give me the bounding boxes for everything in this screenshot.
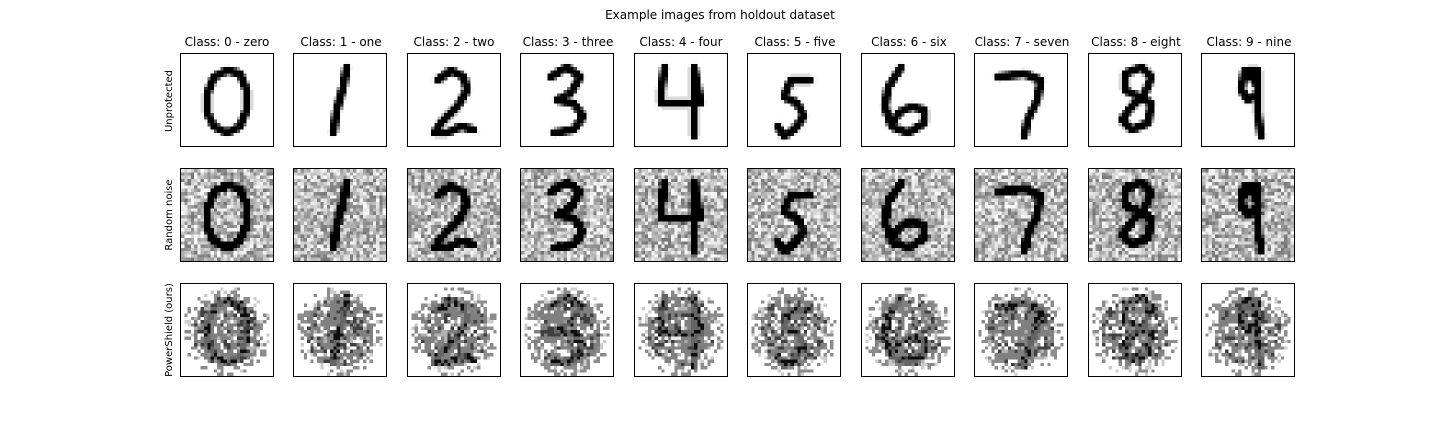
digit-image [1089, 54, 1181, 146]
column-title-1: Class: 1 - one [300, 35, 382, 49]
digit-image [1089, 284, 1181, 376]
digit-image [181, 284, 273, 376]
digit-image [635, 54, 727, 146]
image-unprotected-5 [747, 53, 841, 147]
image-powershield-2 [407, 283, 501, 377]
digit-image [521, 284, 613, 376]
image-powershield-5 [747, 283, 841, 377]
digit-image [1202, 54, 1294, 146]
column-title-4: Class: 4 - four [639, 35, 723, 49]
column-title-5: Class: 5 - five [754, 35, 836, 49]
digit-image [408, 284, 500, 376]
image-powershield-9 [1201, 283, 1295, 377]
digit-image [1089, 169, 1181, 261]
image-powershield-1 [293, 283, 387, 377]
digit-image [521, 169, 613, 261]
digit-image [862, 284, 954, 376]
image-unprotected-8 [1088, 53, 1182, 147]
digit-image [294, 169, 386, 261]
image-random-noise-8 [1088, 168, 1182, 262]
column-title-8: Class: 8 - eight [1091, 35, 1181, 49]
digit-image [1202, 284, 1294, 376]
image-unprotected-6 [861, 53, 955, 147]
column-title-6: Class: 6 - six [871, 35, 947, 49]
digit-image [181, 54, 273, 146]
digit-image [294, 284, 386, 376]
image-powershield-8 [1088, 283, 1182, 377]
image-random-noise-1 [293, 168, 387, 262]
image-powershield-3 [520, 283, 614, 377]
image-powershield-0 [180, 283, 274, 377]
image-unprotected-2 [407, 53, 501, 147]
image-unprotected-0 [180, 53, 274, 147]
image-unprotected-3 [520, 53, 614, 147]
digit-image [975, 169, 1067, 261]
image-unprotected-7 [974, 53, 1068, 147]
column-title-7: Class: 7 - seven [974, 35, 1070, 49]
column-title-2: Class: 2 - two [413, 35, 495, 49]
image-powershield-6 [861, 283, 955, 377]
digit-image [975, 284, 1067, 376]
image-random-noise-0 [180, 168, 274, 262]
image-random-noise-5 [747, 168, 841, 262]
digit-image [408, 54, 500, 146]
image-powershield-4 [634, 283, 728, 377]
digit-image [635, 284, 727, 376]
image-random-noise-3 [520, 168, 614, 262]
image-unprotected-4 [634, 53, 728, 147]
image-unprotected-9 [1201, 53, 1295, 147]
column-title-9: Class: 9 - nine [1206, 35, 1292, 49]
digit-image [748, 169, 840, 261]
digit-image [181, 169, 273, 261]
image-random-noise-9 [1201, 168, 1295, 262]
digit-image [862, 54, 954, 146]
digit-image [748, 54, 840, 146]
image-random-noise-6 [861, 168, 955, 262]
digit-image [975, 54, 1067, 146]
image-random-noise-7 [974, 168, 1068, 262]
digit-image [521, 54, 613, 146]
column-title-0: Class: 0 - zero [184, 35, 270, 49]
digit-image [408, 169, 500, 261]
digit-image [1202, 169, 1294, 261]
image-unprotected-1 [293, 53, 387, 147]
digit-image [862, 169, 954, 261]
digit-image [635, 169, 727, 261]
image-powershield-7 [974, 283, 1068, 377]
digit-image [748, 284, 840, 376]
figure-title: Example images from holdout dataset [605, 8, 835, 22]
digit-image [294, 54, 386, 146]
image-random-noise-4 [634, 168, 728, 262]
column-title-3: Class: 3 - three [522, 35, 614, 49]
row-label-powershield: PowerShield (ours) [164, 283, 175, 377]
image-random-noise-2 [407, 168, 501, 262]
